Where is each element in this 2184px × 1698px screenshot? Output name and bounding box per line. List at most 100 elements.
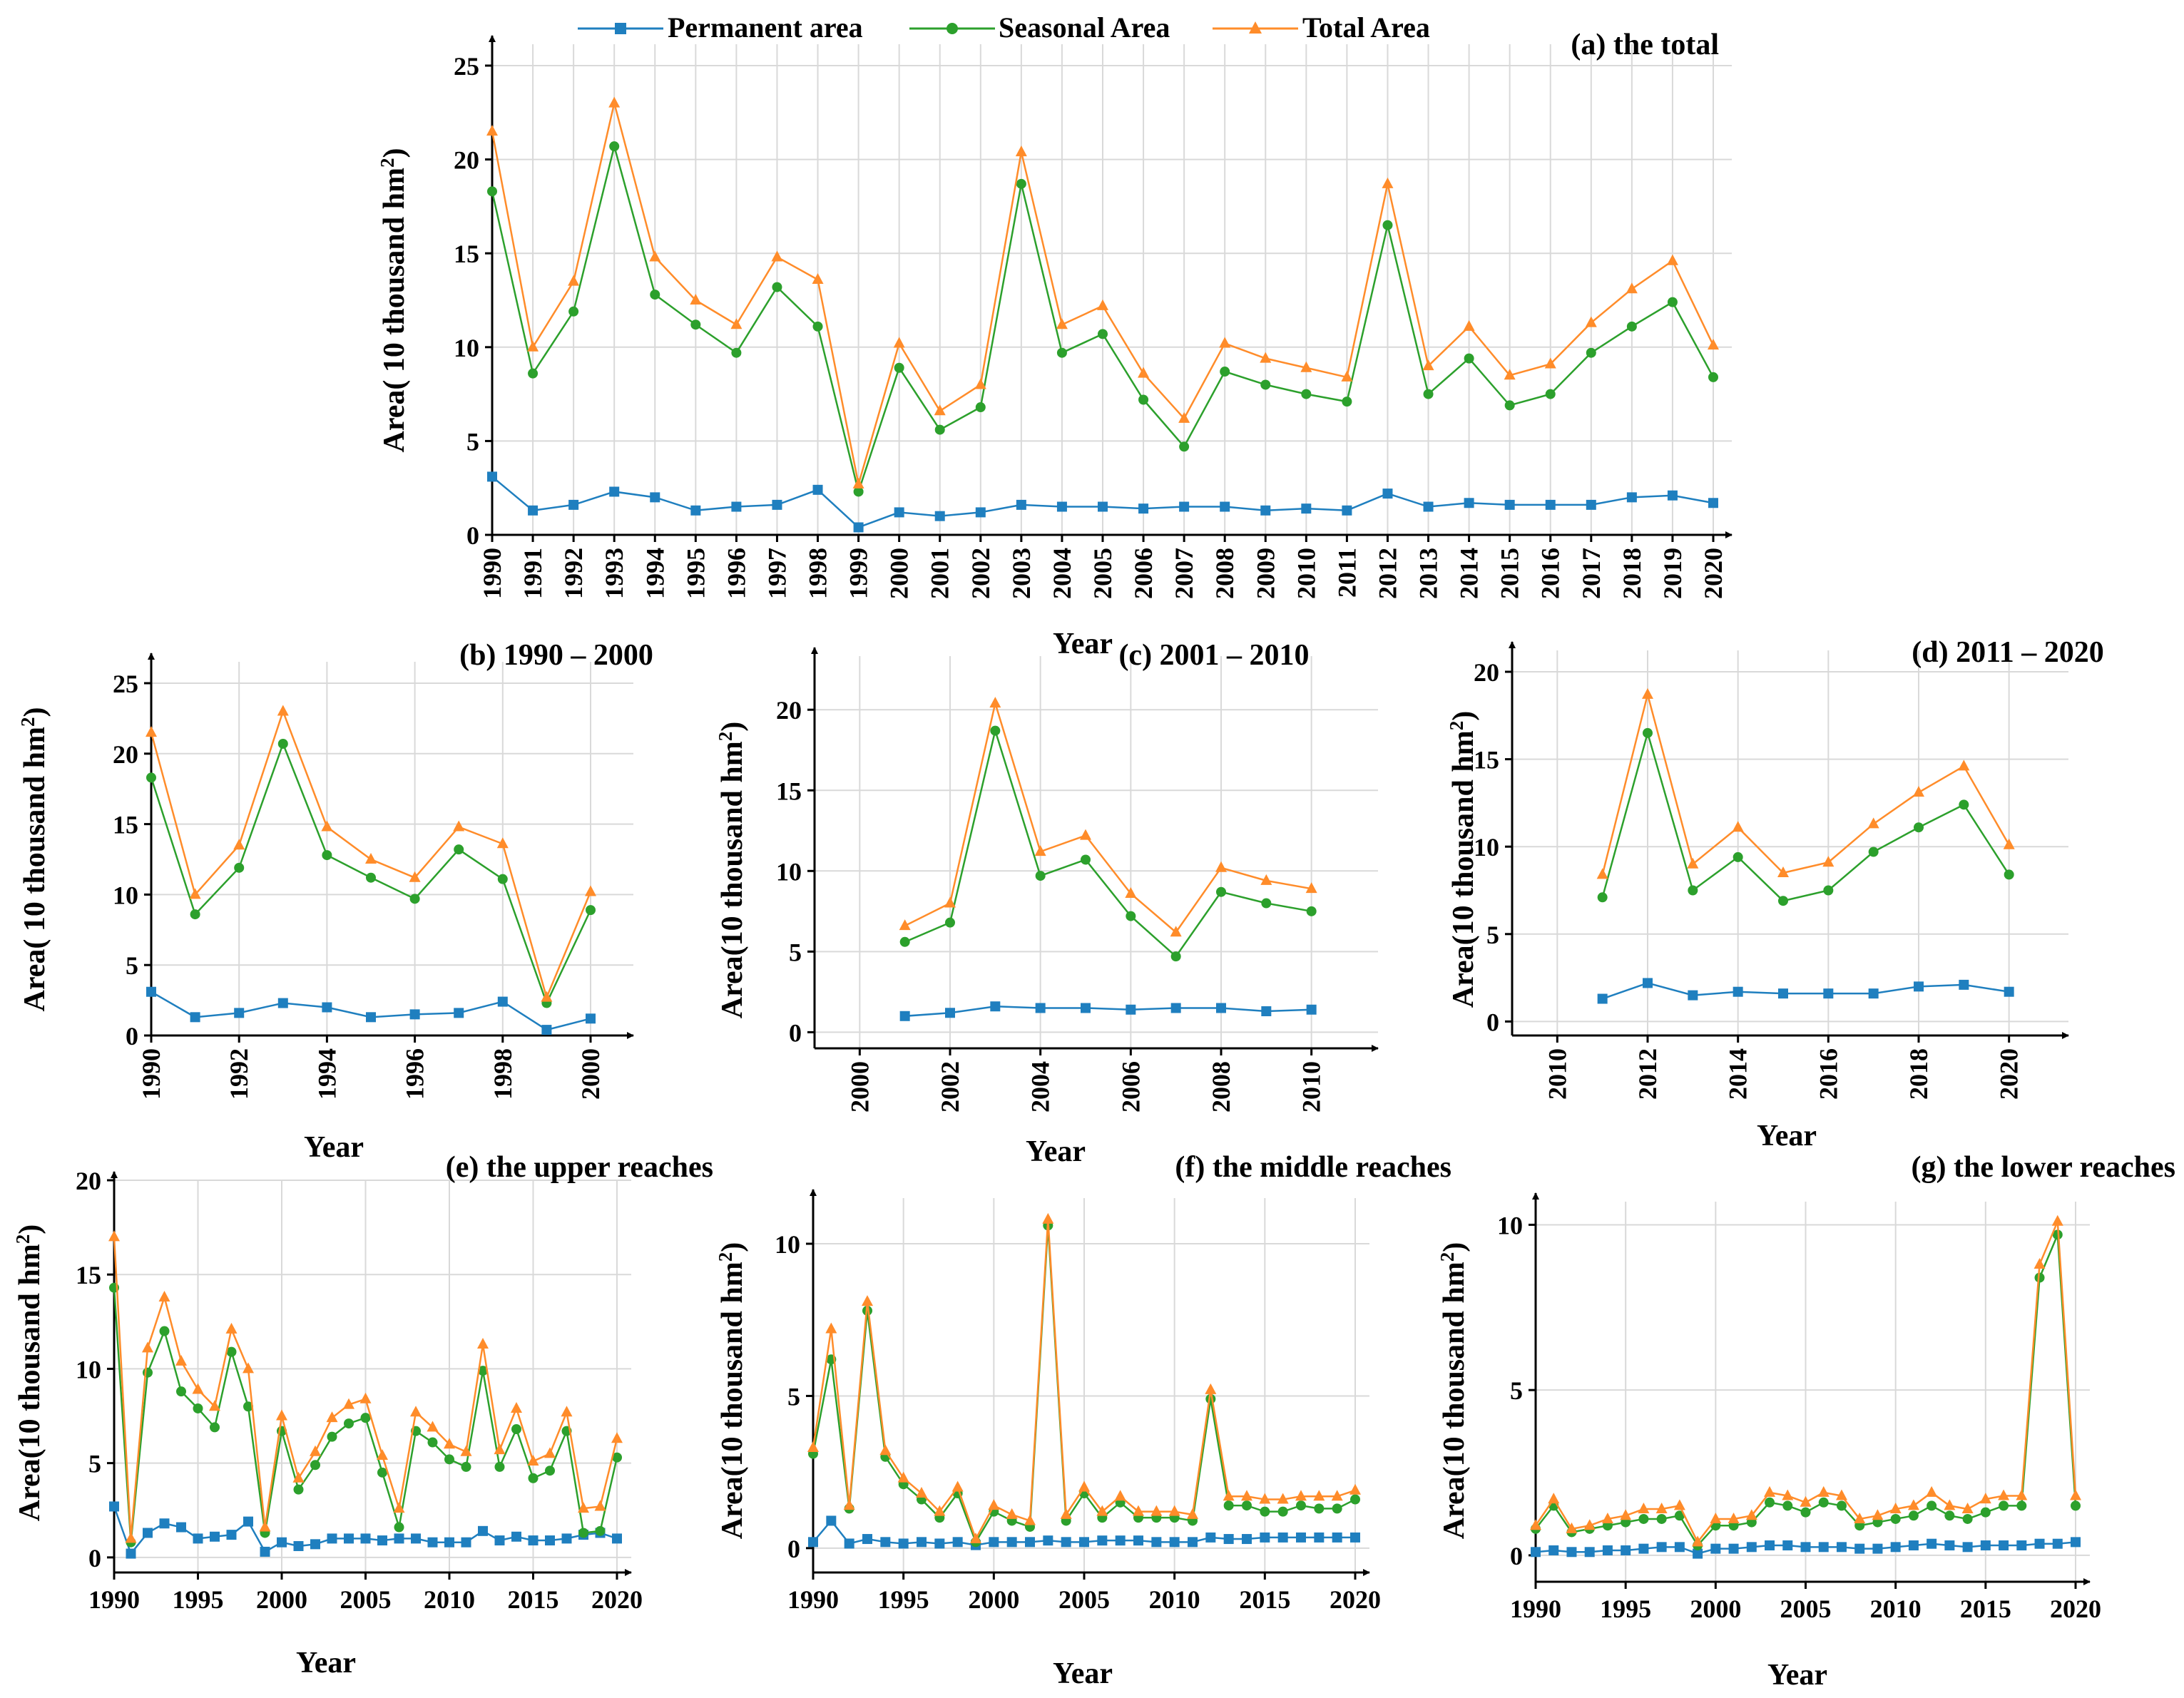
data-point-seasonal <box>568 306 579 317</box>
charts: 1990 1991 1992 1993 1994 1995 1996 1997 1998 1999… <box>12 29 2175 1692</box>
data-point-permanent <box>1708 498 1718 508</box>
data-point-total <box>988 1499 1000 1510</box>
data-point-total <box>1138 367 1150 378</box>
data-point-seasonal <box>1242 1500 1252 1511</box>
data-point-permanent <box>409 1009 420 1020</box>
data-point-permanent <box>1296 1532 1306 1543</box>
data-point-permanent <box>461 1537 471 1548</box>
y-tick-label: 10 <box>776 857 802 886</box>
data-point-seasonal <box>1778 896 1788 906</box>
x-tick-label: 2018 <box>1618 548 1646 599</box>
data-point-total <box>158 1290 170 1301</box>
data-point-seasonal <box>444 1454 454 1465</box>
data-point-permanent <box>1097 1535 1108 1546</box>
data-point-total <box>1566 1522 1578 1533</box>
y-tick-label: 10 <box>76 1355 101 1384</box>
data-point-permanent <box>541 1025 552 1035</box>
data-point-seasonal <box>277 738 288 749</box>
x-tick-label: 2011 <box>1332 548 1361 598</box>
data-point-seasonal <box>528 368 539 379</box>
data-point-total <box>496 837 509 849</box>
data-point-permanent <box>360 1533 371 1544</box>
data-point-permanent <box>1169 1537 1180 1548</box>
data-point-permanent <box>812 484 823 495</box>
data-point-seasonal <box>586 905 596 916</box>
data-point-seasonal <box>1708 372 1718 382</box>
chart-title: (e) the upper reaches <box>446 1151 713 1184</box>
x-tick-label: 2010 <box>1297 1061 1326 1113</box>
data-point-seasonal <box>1980 1507 1991 1518</box>
data-point-seasonal <box>1914 822 1924 833</box>
data-point-total <box>225 1322 238 1334</box>
y-axis-label: Area( 10 thousand hm2) <box>377 148 411 453</box>
data-point-seasonal <box>1382 220 1393 230</box>
data-point-total <box>393 1502 405 1513</box>
y-tick-label: 20 <box>454 146 479 175</box>
data-point-seasonal <box>1314 1503 1325 1514</box>
data-point-seasonal <box>1927 1500 1937 1511</box>
data-point-seasonal <box>1016 178 1026 189</box>
legend-item-total: Total Area <box>1213 11 1430 44</box>
data-point-total <box>192 1383 204 1394</box>
x-tick-label: 2010 <box>1292 548 1320 599</box>
data-point-permanent <box>1188 1537 1198 1548</box>
x-tick-label: 1993 <box>600 548 628 599</box>
data-point-seasonal <box>511 1424 521 1435</box>
data-point-permanent <box>377 1535 387 1546</box>
x-tick-label: 2009 <box>1251 548 1280 599</box>
data-point-permanent <box>226 1530 237 1540</box>
x-tick-label: 2004 <box>1026 1061 1055 1113</box>
data-point-total <box>233 839 245 850</box>
data-point-seasonal <box>243 1401 253 1412</box>
chart-title: (d) 2011 – 2020 <box>1912 636 2104 669</box>
data-point-seasonal <box>1999 1500 2009 1511</box>
x-tick-label: 2010 <box>1149 1585 1200 1614</box>
x-axis-label: Year <box>1053 1657 1113 1690</box>
data-point-permanent <box>427 1537 438 1548</box>
x-tick-label: 2005 <box>1780 1595 1832 1623</box>
data-point-permanent <box>1133 1535 1143 1546</box>
data-point-permanent <box>1643 978 1653 988</box>
data-point-seasonal <box>1667 297 1678 307</box>
data-point-permanent <box>1818 1542 1829 1553</box>
data-point-seasonal <box>1081 854 1091 865</box>
data-point-permanent <box>1260 1532 1270 1543</box>
data-point-permanent <box>1350 1532 1360 1543</box>
data-point-permanent <box>1999 1540 2009 1551</box>
y-tick-label: 0 <box>1510 1542 1523 1570</box>
data-point-seasonal <box>1504 400 1515 411</box>
data-point-seasonal <box>1296 1500 1306 1511</box>
data-point-permanent <box>1548 1545 1559 1555</box>
data-point-total <box>1259 1493 1271 1504</box>
y-axis-label: Area( 10 thousand hm2) <box>17 707 51 1012</box>
data-point-permanent <box>146 986 156 997</box>
data-point-total <box>2070 1489 2081 1500</box>
data-point-seasonal <box>1626 321 1637 332</box>
data-point-permanent <box>880 1537 891 1548</box>
data-point-total <box>970 1533 981 1544</box>
y-tick-label: 10 <box>454 334 479 362</box>
x-tick-label: 2012 <box>1373 548 1402 599</box>
data-point-total <box>561 1406 573 1417</box>
data-point-permanent <box>1151 1537 1162 1548</box>
chart-title: (g) the lower reaches <box>1912 1151 2176 1184</box>
x-tick-label: 1997 <box>762 548 791 599</box>
data-point-permanent <box>568 499 579 510</box>
x-tick-label: 2016 <box>1814 1048 1842 1100</box>
data-point-seasonal <box>2004 869 2014 880</box>
chart-title: (b) 1990 – 2000 <box>459 639 653 672</box>
data-point-seasonal <box>975 402 986 413</box>
data-point-permanent <box>487 471 497 482</box>
data-point-permanent <box>1765 1540 1775 1551</box>
data-point-total <box>243 1362 254 1374</box>
data-point-seasonal <box>1216 886 1226 897</box>
data-point-permanent <box>1043 1535 1053 1546</box>
data-point-permanent <box>1216 1003 1226 1013</box>
data-point-permanent <box>1638 1543 1649 1554</box>
data-point-seasonal <box>322 850 332 861</box>
data-point-seasonal <box>1765 1497 1775 1508</box>
x-tick-label: 1994 <box>312 1048 341 1100</box>
chart-title: (a) the total <box>1571 29 1719 61</box>
legend-marker-seasonal <box>946 23 958 34</box>
y-tick-label: 5 <box>789 938 802 966</box>
